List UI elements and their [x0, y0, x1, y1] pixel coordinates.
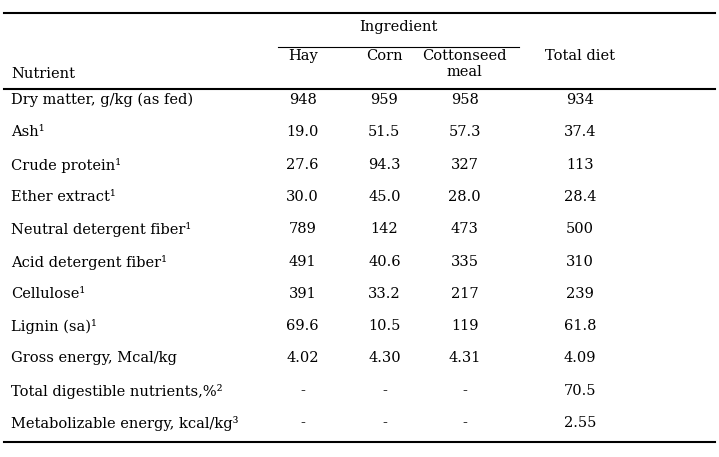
Text: Lignin (sa)¹: Lignin (sa)¹ — [12, 319, 97, 334]
Text: Cottonseed
meal: Cottonseed meal — [423, 49, 507, 79]
Text: Hay: Hay — [288, 49, 318, 63]
Text: -: - — [301, 416, 305, 430]
Text: 33.2: 33.2 — [368, 287, 400, 301]
Text: 40.6: 40.6 — [368, 255, 400, 269]
Text: Crude protein¹: Crude protein¹ — [12, 158, 122, 173]
Text: 70.5: 70.5 — [564, 384, 596, 398]
Text: 57.3: 57.3 — [449, 125, 481, 139]
Text: 473: 473 — [451, 222, 479, 236]
Text: 4.09: 4.09 — [564, 351, 596, 366]
Text: 958: 958 — [451, 93, 479, 107]
Text: 310: 310 — [566, 255, 594, 269]
Text: Gross energy, Mcal/kg: Gross energy, Mcal/kg — [12, 351, 177, 366]
Text: 4.02: 4.02 — [286, 351, 319, 366]
Text: 4.30: 4.30 — [368, 351, 400, 366]
Text: 37.4: 37.4 — [564, 125, 596, 139]
Text: 51.5: 51.5 — [368, 125, 400, 139]
Text: 28.0: 28.0 — [449, 190, 481, 204]
Text: Corn: Corn — [366, 49, 403, 63]
Text: 113: 113 — [566, 158, 594, 172]
Text: Acid detergent fiber¹: Acid detergent fiber¹ — [12, 255, 168, 270]
Text: Total diet: Total diet — [545, 49, 615, 63]
Text: 28.4: 28.4 — [564, 190, 596, 204]
Text: -: - — [382, 416, 387, 430]
Text: -: - — [462, 416, 467, 430]
Text: Dry matter, g/kg (as fed): Dry matter, g/kg (as fed) — [12, 93, 193, 107]
Text: -: - — [462, 384, 467, 398]
Text: Ash¹: Ash¹ — [12, 125, 45, 139]
Text: 335: 335 — [451, 255, 479, 269]
Text: -: - — [301, 384, 305, 398]
Text: 45.0: 45.0 — [368, 190, 400, 204]
Text: 934: 934 — [566, 93, 594, 107]
Text: Neutral detergent fiber¹: Neutral detergent fiber¹ — [12, 222, 191, 237]
Text: 239: 239 — [566, 287, 594, 301]
Text: 391: 391 — [289, 287, 316, 301]
Text: Ether extract¹: Ether extract¹ — [12, 190, 116, 204]
Text: 94.3: 94.3 — [368, 158, 400, 172]
Text: 27.6: 27.6 — [286, 158, 319, 172]
Text: Cellulose¹: Cellulose¹ — [12, 287, 86, 301]
Text: 217: 217 — [451, 287, 478, 301]
Text: Total digestible nutrients,%²: Total digestible nutrients,%² — [12, 384, 223, 399]
Text: 4.31: 4.31 — [449, 351, 481, 366]
Text: Metabolizable energy, kcal/kg³: Metabolizable energy, kcal/kg³ — [12, 416, 239, 431]
Text: 948: 948 — [289, 93, 316, 107]
Text: Ingredient: Ingredient — [360, 20, 438, 34]
Text: 142: 142 — [370, 222, 398, 236]
Text: 789: 789 — [289, 222, 316, 236]
Text: 30.0: 30.0 — [286, 190, 319, 204]
Text: 69.6: 69.6 — [286, 319, 319, 333]
Text: 10.5: 10.5 — [368, 319, 400, 333]
Text: 500: 500 — [566, 222, 594, 236]
Text: 2.55: 2.55 — [564, 416, 596, 430]
Text: 327: 327 — [451, 158, 479, 172]
Text: Nutrient: Nutrient — [12, 67, 75, 81]
Text: 61.8: 61.8 — [564, 319, 596, 333]
Text: 119: 119 — [451, 319, 478, 333]
Text: 959: 959 — [370, 93, 398, 107]
Text: 491: 491 — [289, 255, 316, 269]
Text: -: - — [382, 384, 387, 398]
Text: 19.0: 19.0 — [286, 125, 319, 139]
